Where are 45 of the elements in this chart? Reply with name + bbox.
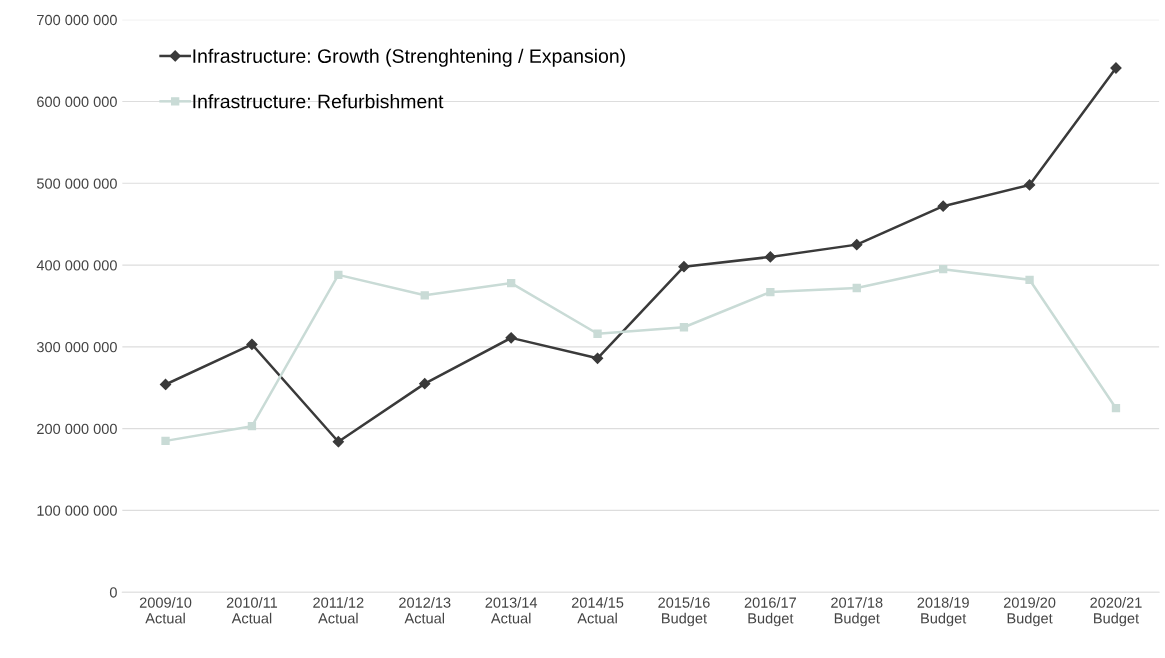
x-tick-label: 2012/13 Actual [399, 597, 451, 624]
y-tick-label: 100 000 000 [37, 505, 117, 516]
point [419, 378, 431, 390]
point [593, 329, 602, 338]
x-tick-label: 2020/21 Budget [1090, 597, 1142, 627]
point [159, 378, 172, 391]
y-tick-label: 400 000 000 [36, 260, 117, 271]
point [937, 200, 949, 212]
x-tick-label: 2009/10 Actual [139, 597, 192, 624]
x-tick-label: 2013/14 Actual [485, 597, 538, 624]
x-tick-label: 2015/16 Budget [658, 597, 710, 627]
x-tick-label: 2010/11 Actual [226, 597, 278, 624]
legend-label: Infrastructure: Growth (Strenghtening / Expansion) [193, 48, 625, 67]
point [506, 278, 516, 288]
x-tick-label: 2011/12 Actual [313, 597, 364, 624]
point [852, 283, 861, 293]
point [332, 436, 344, 448]
y-tick-label: 500 000 000 [36, 178, 117, 189]
x-tick-label: 2019/20 Budget [1003, 597, 1056, 627]
point [764, 251, 776, 263]
point [161, 436, 170, 446]
point [851, 239, 863, 251]
x-tick-label: 2014/15 Actual [571, 597, 624, 624]
point [505, 332, 517, 344]
point [678, 261, 690, 273]
legend-label: Infrastructure: Refurbishment [193, 94, 444, 109]
y-tick-label: 700 000 000 [37, 14, 117, 26]
point [247, 422, 257, 431]
point [334, 270, 343, 280]
x-tick-label: 2016/17 Budget [744, 597, 796, 627]
x-tick-label: 2017/18 Budget [831, 597, 883, 627]
y-tick-label: 300 000 000 [36, 341, 117, 353]
y-tick-label: 0 [109, 587, 117, 598]
point [766, 287, 775, 297]
point [591, 352, 604, 364]
point [1023, 179, 1036, 191]
point [1111, 404, 1121, 413]
x-tick-label: 2018/19 Budget [917, 597, 969, 627]
point [420, 291, 429, 300]
y-tick-label: 600 000 000 [37, 96, 117, 107]
y-tick-label: 200 000 000 [37, 423, 117, 435]
point [246, 338, 258, 351]
point [938, 265, 948, 274]
point [679, 323, 689, 332]
point [1025, 275, 1034, 284]
